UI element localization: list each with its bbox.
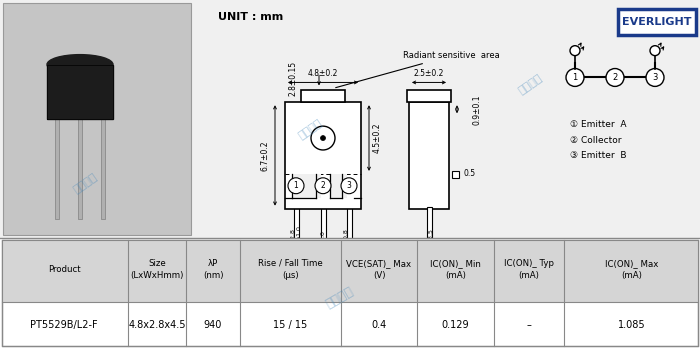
- Bar: [452, 171, 459, 178]
- Text: 940: 940: [204, 320, 222, 330]
- Text: ③ Emitter  B: ③ Emitter B: [570, 151, 626, 160]
- Text: 0.129: 0.129: [442, 320, 469, 330]
- Text: 4.8±0.2: 4.8±0.2: [308, 70, 338, 78]
- Text: λP
(nm): λP (nm): [203, 259, 223, 280]
- Circle shape: [311, 126, 335, 150]
- Circle shape: [288, 178, 304, 194]
- Bar: [618, 9, 696, 35]
- Text: 2.5±0.2: 2.5±0.2: [414, 70, 444, 78]
- Text: VCE(SAT)_ Max
(V): VCE(SAT)_ Max (V): [346, 259, 412, 280]
- Text: 2.54: 2.54: [301, 286, 316, 292]
- Text: Min1.0: Min1.0: [297, 225, 302, 246]
- Bar: [294, 207, 299, 273]
- Bar: [409, 102, 449, 208]
- Text: IC(ON)_ Max
(mA): IC(ON)_ Max (mA): [606, 259, 659, 280]
- Text: 1.085: 1.085: [618, 320, 646, 330]
- Bar: [55, 119, 59, 219]
- Bar: [321, 207, 326, 273]
- Circle shape: [315, 178, 331, 194]
- Text: Size
(LxWxHmm): Size (LxWxHmm): [130, 259, 183, 280]
- Bar: [285, 102, 361, 208]
- Text: 2.8±0.15: 2.8±0.15: [288, 61, 298, 96]
- Text: Min13.5: Min13.5: [428, 228, 433, 253]
- Text: 0.4: 0.4: [372, 320, 386, 330]
- Text: Min10.8: Min10.8: [344, 228, 349, 253]
- Text: IC(ON)_ Typ
(mA): IC(ON)_ Typ (mA): [504, 259, 554, 280]
- Text: 4.8x2.8x4.5: 4.8x2.8x4.5: [128, 320, 186, 330]
- Text: 1: 1: [293, 181, 298, 190]
- Text: 超骏电子: 超骏电子: [71, 172, 99, 196]
- Text: ② Collector: ② Collector: [570, 136, 622, 144]
- Text: 3: 3: [652, 73, 658, 82]
- Circle shape: [566, 69, 584, 86]
- Text: –: –: [526, 320, 531, 330]
- Text: PT5529B/L2-F: PT5529B/L2-F: [30, 320, 98, 330]
- Circle shape: [650, 46, 660, 56]
- Bar: [2, 240, 698, 302]
- Text: 0.5: 0.5: [463, 169, 475, 178]
- Bar: [347, 207, 352, 273]
- Text: 1: 1: [573, 73, 577, 82]
- Text: Rise / Fall Time
(μs): Rise / Fall Time (μs): [258, 259, 323, 280]
- Text: 2: 2: [612, 73, 617, 82]
- Text: Min12.8: Min12.8: [290, 228, 295, 253]
- Bar: [292, 174, 321, 198]
- Text: UNIT : mm: UNIT : mm: [218, 12, 284, 22]
- Bar: [330, 174, 347, 198]
- Circle shape: [606, 69, 624, 86]
- Text: EVERLIGHT: EVERLIGHT: [622, 17, 692, 27]
- Text: 2: 2: [321, 181, 326, 190]
- Text: 超骏电子: 超骏电子: [296, 117, 323, 141]
- Circle shape: [321, 136, 326, 141]
- Bar: [301, 90, 345, 102]
- Bar: [78, 119, 82, 219]
- Bar: [101, 119, 105, 219]
- Text: Product: Product: [48, 265, 80, 274]
- Ellipse shape: [47, 55, 113, 74]
- Text: 2.54: 2.54: [328, 286, 344, 292]
- Text: 15 / 15: 15 / 15: [274, 320, 307, 330]
- Text: 超骏电子: 超骏电子: [324, 285, 356, 311]
- Text: 4.5±0.2: 4.5±0.2: [372, 123, 382, 153]
- Text: ① Emitter  A: ① Emitter A: [570, 120, 626, 129]
- Text: Radiant sensitive  area: Radiant sensitive area: [336, 51, 500, 88]
- Circle shape: [646, 69, 664, 86]
- Text: 3: 3: [346, 181, 351, 190]
- Bar: [407, 90, 451, 102]
- Text: 超骏电子: 超骏电子: [517, 73, 544, 96]
- Text: IC(ON)_ Min
(mA): IC(ON)_ Min (mA): [430, 259, 481, 280]
- Circle shape: [341, 178, 357, 194]
- Circle shape: [570, 46, 580, 56]
- Bar: [3, 3, 191, 235]
- Text: Min1.0: Min1.0: [321, 230, 326, 251]
- Text: 6.7±0.2: 6.7±0.2: [260, 140, 269, 171]
- Polygon shape: [47, 65, 113, 119]
- Text: 0.9±0.1: 0.9±0.1: [473, 94, 482, 125]
- Bar: [427, 207, 432, 273]
